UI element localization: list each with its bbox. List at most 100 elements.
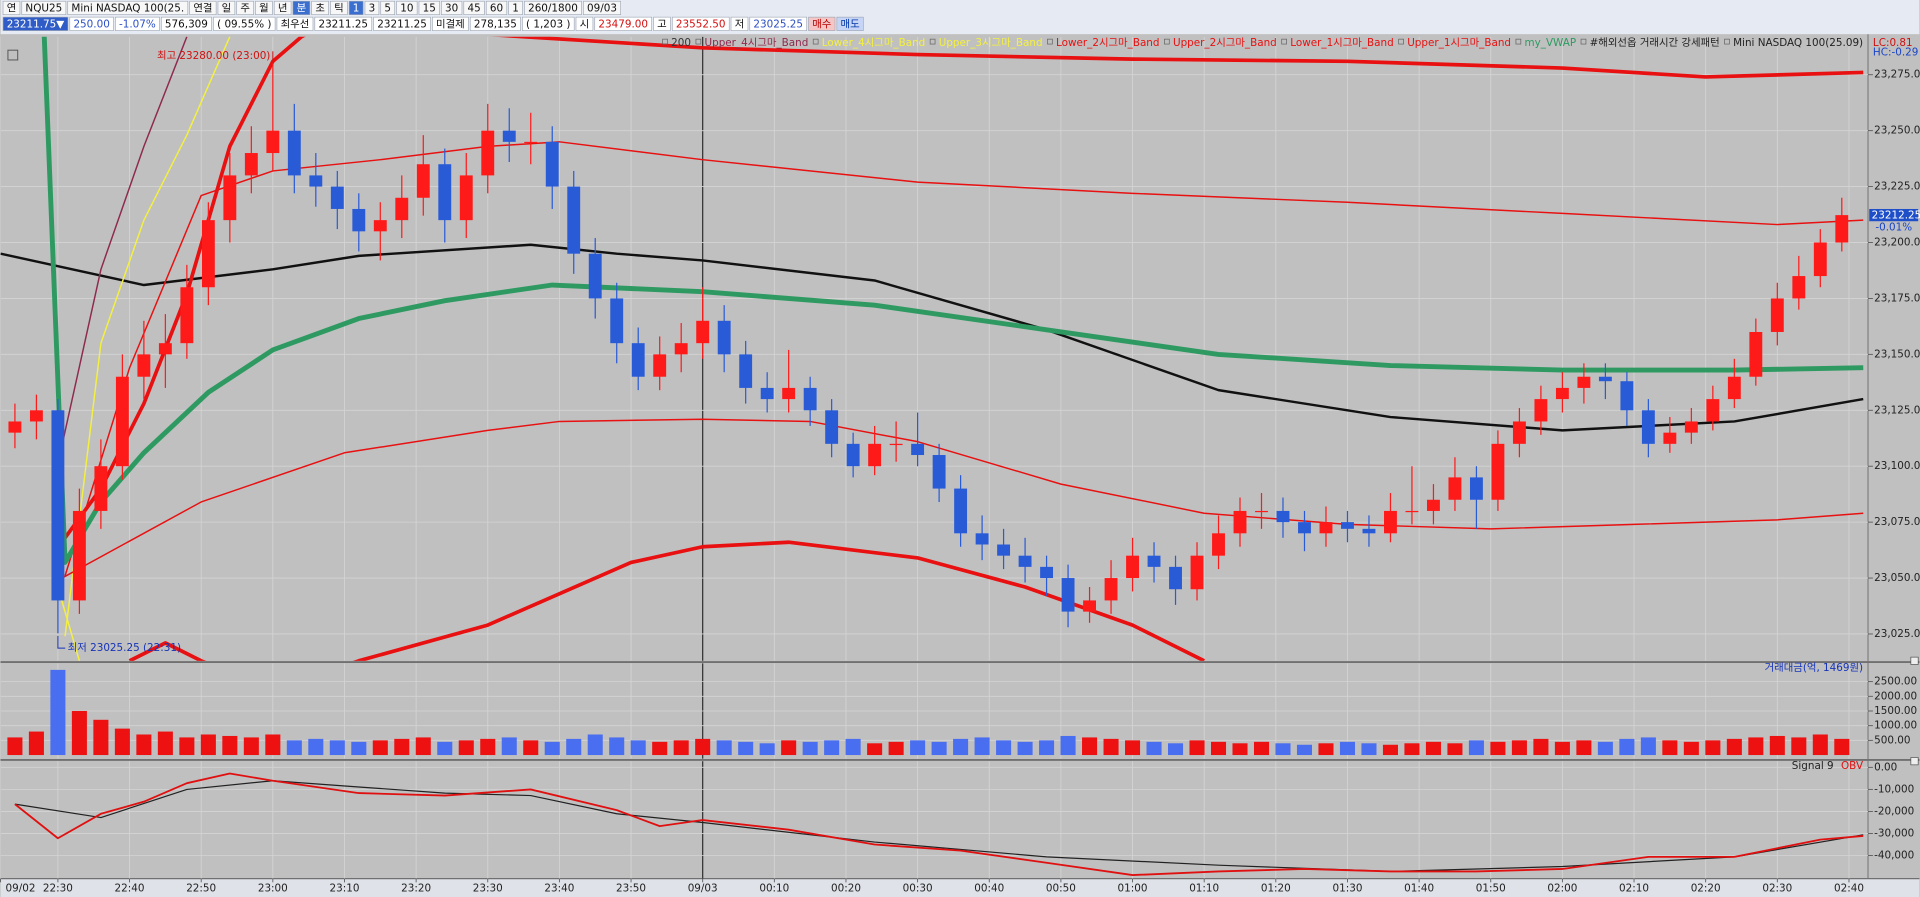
toolbar-text[interactable]: 278,135 [474, 18, 517, 30]
y-tick-label: 500.00 [1874, 734, 1910, 746]
toolbar-text[interactable]: 1 [353, 3, 360, 15]
volume-bar [1039, 740, 1055, 756]
toolbar-text[interactable]: -1.07% [119, 18, 156, 30]
toolbar-text[interactable]: 미결제 [436, 18, 465, 30]
toolbar-button[interactable] [808, 16, 836, 31]
toolbar-button[interactable] [314, 16, 373, 31]
toolbar-text[interactable]: 23211.75▼ [7, 18, 65, 30]
toolbar-text[interactable]: 30 [445, 3, 458, 15]
toolbar-button[interactable] [311, 0, 329, 15]
toolbar-button[interactable] [671, 16, 730, 31]
y-tick-label: 23,150.00 [1874, 348, 1920, 360]
toolbar-button[interactable] [373, 16, 431, 31]
volume-bar [1361, 743, 1377, 756]
toolbar-text[interactable]: 23552.50 [676, 18, 726, 30]
toolbar-text[interactable]: 23479.00 [598, 18, 648, 30]
toolbar-text[interactable]: 3 [369, 3, 376, 15]
toolbar-button[interactable] [749, 16, 808, 31]
toolbar-button[interactable] [524, 0, 582, 15]
toolbar-text[interactable]: 260/1800 [528, 3, 578, 15]
toolbar-button[interactable] [2, 16, 69, 31]
toolbar-button[interactable] [2, 0, 21, 15]
toolbar-button[interactable] [418, 0, 440, 15]
toolbar-button[interactable] [292, 0, 311, 15]
toolbar-button[interactable] [348, 0, 364, 15]
toolbar-button[interactable] [463, 0, 485, 15]
toolbar-button[interactable] [236, 0, 254, 15]
toolbar-text[interactable]: 23211.25 [377, 18, 427, 30]
toolbar-button[interactable] [836, 16, 864, 31]
candle-body [825, 410, 839, 444]
candle-body [1319, 522, 1333, 534]
toolbar-button[interactable] [522, 16, 575, 31]
toolbar-button[interactable] [69, 16, 114, 31]
x-tick-label: 23:00 [258, 882, 288, 894]
toolbar-text[interactable]: 틱 [334, 3, 344, 15]
toolbar-text[interactable]: 연결 [193, 3, 212, 15]
toolbar-text[interactable]: 1 [512, 3, 519, 15]
toolbar-button[interactable] [396, 0, 418, 15]
toolbar-text[interactable]: 시 [580, 18, 590, 30]
toolbar-text[interactable]: 23211.25 [318, 18, 368, 30]
toolbar-text[interactable]: 5 [384, 3, 391, 15]
toolbar-text[interactable]: Mini NASDAQ 100(25. [71, 3, 184, 15]
toolbar-text[interactable]: 년 [278, 3, 288, 15]
toolbar-text[interactable]: 주 [240, 3, 250, 15]
toolbar-button[interactable] [583, 0, 621, 15]
toolbar-text[interactable]: ( 09.55% ) [217, 18, 271, 30]
volume-bar [1425, 741, 1441, 756]
candle-body [51, 410, 65, 601]
toolbar-button[interactable] [67, 0, 189, 15]
toolbar-button[interactable] [189, 0, 217, 15]
toolbar-text[interactable]: 576,309 [165, 18, 208, 30]
candle-body [201, 220, 215, 288]
toolbar-text[interactable]: 10 [400, 3, 413, 15]
toolbar-button[interactable] [469, 16, 521, 31]
toolbar-button[interactable] [653, 16, 671, 31]
toolbar-text[interactable]: 월 [259, 3, 269, 15]
panel-icon[interactable] [7, 49, 19, 61]
toolbar-button[interactable] [217, 0, 236, 15]
pane-icon[interactable] [1910, 656, 1919, 665]
toolbar-text[interactable]: 23025.25 [753, 18, 803, 30]
toolbar-text[interactable]: ( 1,203 ) [526, 18, 570, 30]
toolbar-text[interactable]: 초 [315, 3, 325, 15]
pane-icon[interactable] [1910, 757, 1919, 766]
toolbar-button[interactable] [21, 0, 67, 15]
toolbar-button[interactable] [364, 0, 380, 15]
toolbar-button[interactable] [213, 16, 276, 31]
chart-background [0, 34, 1920, 879]
toolbar-button[interactable] [380, 0, 396, 15]
toolbar-text[interactable]: 최우선 [281, 18, 310, 30]
toolbar-button[interactable] [255, 0, 273, 15]
toolbar-button[interactable] [730, 16, 749, 31]
toolbar-text[interactable]: 250.00 [73, 18, 109, 30]
toolbar-button[interactable] [330, 0, 348, 15]
toolbar-button[interactable] [575, 16, 594, 31]
toolbar-button[interactable] [160, 16, 212, 31]
toolbar-text[interactable]: 09/03 [587, 3, 617, 15]
toolbar-text[interactable]: 45 [467, 3, 480, 15]
toolbar-text[interactable]: 매도 [841, 18, 861, 30]
toolbar-button[interactable] [115, 16, 160, 31]
toolbar-text[interactable]: NQU25 [25, 3, 62, 15]
toolbar-button[interactable] [273, 0, 292, 15]
toolbar-text[interactable]: 60 [490, 3, 503, 15]
candle-body [502, 130, 516, 142]
toolbar-button[interactable] [508, 0, 523, 15]
volume-bar [308, 738, 324, 756]
volume-bar [910, 740, 926, 756]
candle-body [481, 130, 495, 176]
toolbar-button[interactable] [432, 16, 469, 31]
toolbar-text[interactable]: 고 [657, 18, 667, 30]
toolbar-text[interactable]: 일 [222, 2, 232, 15]
toolbar-text[interactable]: 15 [423, 3, 436, 15]
toolbar-button[interactable] [594, 16, 652, 31]
toolbar-text[interactable]: 저 [735, 18, 745, 30]
toolbar-button[interactable] [485, 0, 508, 15]
toolbar-text[interactable]: 매수 [812, 18, 831, 30]
toolbar-button[interactable] [441, 0, 463, 15]
toolbar-text[interactable]: 분 [297, 3, 307, 15]
toolbar-text[interactable]: 연 [7, 3, 17, 15]
toolbar-button[interactable] [276, 16, 314, 31]
